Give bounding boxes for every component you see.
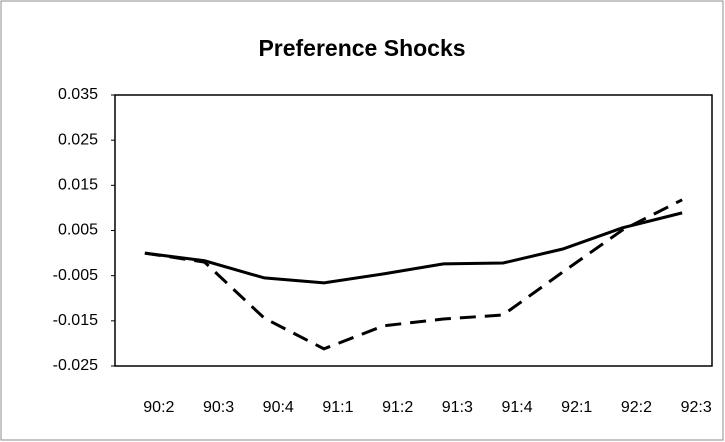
x-tick-label: 90:2 [143, 399, 174, 416]
x-tick-label: 91:3 [442, 399, 473, 416]
y-tick-label: 0.025 [58, 131, 98, 148]
x-tick-label: 92:2 [621, 399, 652, 416]
x-tick-label: 91:4 [501, 399, 532, 416]
y-tick-label: 0.015 [58, 177, 98, 194]
y-tick-label: 0.005 [58, 222, 98, 239]
y-tick-label: -0.025 [53, 357, 98, 374]
x-tick-label: 91:2 [382, 399, 413, 416]
chart-title: Preference Shocks [258, 35, 465, 61]
x-tick-label: 92:3 [681, 399, 712, 416]
series-line [144, 198, 683, 351]
x-tick-label: 92:1 [561, 399, 592, 416]
x-tick-label: 91:1 [322, 399, 353, 416]
series-line [144, 211, 683, 285]
y-tick-label: -0.015 [53, 312, 98, 329]
y-tick-label: 0.035 [58, 86, 98, 103]
x-tick-label: 90:3 [203, 399, 234, 416]
x-tick-label: 90:4 [263, 399, 294, 416]
y-tick-label: -0.005 [53, 267, 98, 284]
